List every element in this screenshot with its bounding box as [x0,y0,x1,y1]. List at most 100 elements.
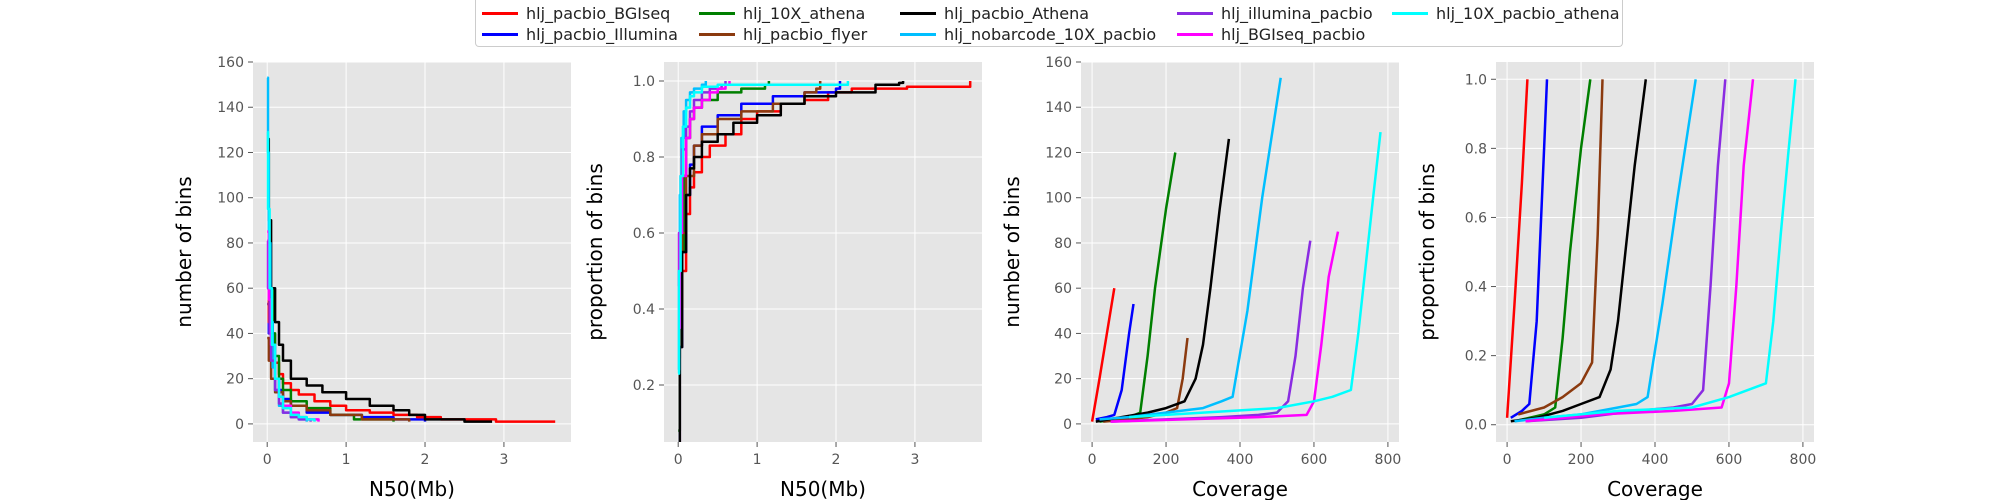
y-tick-label: 120 [1045,145,1072,161]
y-tick-label: 120 [217,145,244,161]
x-tick-label: 600 [1301,452,1328,468]
y-tick-label: 20 [1054,372,1072,388]
chart-panel-1: 0 20 40 60 80 100 120 140 160 0 1 2 3 N50(Mb) number o… [172,55,571,501]
series-line-hlj_pacbio_Athena [1095,138,1231,423]
x-tick-label: 800 [1375,452,1402,468]
plot-area [253,62,571,442]
x-tick-label: 0 [263,452,272,468]
y-tick-label: 140 [217,100,244,116]
x-tick-label: 200 [1568,452,1595,468]
series-line-hlj_10X_pacbio_athena [677,81,850,375]
series-line-hlj_BGIseq_pacbio [1110,231,1340,423]
legend-entry-8: hlj_BGIseq_pacbio [1177,23,1365,45]
series-line-hlj_BGIseq_pacbio [678,81,731,330]
y-tick-label: 0.0 [1465,418,1487,434]
y-axis-label: proportion of bins [583,163,607,341]
y-tick-label: 20 [226,372,244,388]
legend-label: hlj_pacbio_Illumina [526,24,678,44]
series-line-hlj_pacbio_Athena [678,81,905,442]
x-tick-label: 400 [1642,452,1669,468]
x-tick-label: 400 [1227,452,1254,468]
x-tick-label: 2 [832,452,841,468]
series-group [677,81,972,442]
series-line-hlj_10X_pacbio_athena [266,130,316,422]
series-line-hlj_pacbio_BGIseq [1505,79,1529,418]
y-tick-label: 140 [1045,100,1072,116]
legend-label: hlj_10X_pacbio_athena [1436,3,1620,23]
y-tick-label: 0.2 [633,378,655,394]
legend-swatch [1392,11,1428,15]
y-tick-label: 160 [1045,55,1072,71]
y-tick-label: 0.4 [633,302,655,318]
y-tick-label: 0.2 [1465,349,1487,365]
series-line-hlj_pacbio_Athena [1510,79,1648,423]
y-tick-label: 1.0 [633,74,655,90]
y-tick-label: 1.0 [1465,72,1487,88]
legend-label: hlj_illumina_pacbio [1221,3,1373,23]
series-line-hlj_pacbio_Illumina [1510,79,1549,419]
x-tick-label: 1 [342,452,351,468]
x-tick-label: 2 [421,452,430,468]
legend-swatch [900,32,936,36]
legend-entry-5: hlj_pacbio_Athena [900,2,1089,24]
series-line-hlj_pacbio_Athena [267,137,493,423]
y-axis-label: proportion of bins [1415,163,1439,341]
legend-entry-3: hlj_10X_athena [699,2,865,24]
y-tick-label: 0.4 [1465,280,1487,296]
legend-entry-7: hlj_illumina_pacbio [1177,2,1373,24]
y-tick-label: 80 [226,236,244,252]
legend-entry-1: hlj_pacbio_BGIseq [482,2,670,24]
legend-entry-6: hlj_nobarcode_10X_pacbio [900,23,1156,45]
x-tick-label: 1 [753,452,762,468]
legend-label: hlj_pacbio_flyer [743,24,868,44]
y-tick-label: 100 [217,191,244,207]
x-tick-label: 800 [1790,452,1817,468]
y-tick-label: 40 [1054,326,1072,342]
legend-label: hlj_BGIseq_pacbio [1221,24,1366,44]
series-line-hlj_pacbio_flyer [1517,79,1604,416]
y-tick-label: 0.6 [633,226,655,242]
legend-swatch [1177,11,1213,15]
legend-swatch [1177,32,1213,36]
y-tick-label: 0 [1063,417,1072,433]
legend-swatch [699,32,735,36]
x-tick-label: 3 [499,452,508,468]
legend-entry-4: hlj_pacbio_flyer [699,23,867,45]
y-tick-label: 0.6 [1465,210,1487,226]
legend-entry-2: hlj_pacbio_Illumina [482,23,678,45]
chart-panel-2: 0.2 0.4 0.6 0.8 1.0 0 1 2 3 N50(Mb) proportion of … [583,62,982,501]
y-tick-label: 0.8 [1465,141,1487,157]
x-tick-label: 600 [1716,452,1743,468]
legend-label: hlj_pacbio_Athena [944,3,1090,23]
x-tick-label: 200 [1153,452,1180,468]
series-line-hlj_10X_pacbio_athena [1543,79,1797,420]
x-tick-label: 3 [910,452,919,468]
series-line-hlj_pacbio_Illumina [1095,303,1135,421]
legend-label: hlj_nobarcode_10X_pacbio [944,24,1157,44]
y-axis-label: number of bins [172,176,196,327]
legend-swatch [482,11,518,15]
legend-swatch [482,32,518,36]
x-tick-label: 0 [674,452,683,468]
legend-label: hlj_pacbio_BGIseq [526,3,671,23]
y-tick-label: 60 [226,281,244,297]
chart-panel-4: 0.0 0.2 0.4 0.6 0.8 1.0 0 200 400 600 800 Coverage p… [1415,62,1817,501]
legend-swatch [699,11,735,15]
series-group [266,76,556,423]
x-axis-label: N50(Mb) [780,477,866,500]
y-tick-label: 0 [235,417,244,433]
legend: hlj_pacbio_BGIseq hlj_pacbio_Illumina hl… [475,0,1623,47]
y-tick-label: 60 [1054,281,1072,297]
y-tick-label: 80 [1054,236,1072,252]
series-group [1090,77,1382,423]
chart-panel-3: 0 20 40 60 80 100 120 140 160 0 200 400 600 800 Covera… [1000,55,1402,501]
y-tick-label: 0.8 [633,150,655,166]
y-tick-label: 100 [1045,191,1072,207]
x-tick-label: 0 [1503,452,1512,468]
legend-swatch [900,11,936,15]
series-line-hlj_BGIseq_pacbio [1525,79,1755,423]
x-axis-label: Coverage [1607,477,1703,500]
series-line-hlj_pacbio_BGIseq [1090,287,1116,422]
